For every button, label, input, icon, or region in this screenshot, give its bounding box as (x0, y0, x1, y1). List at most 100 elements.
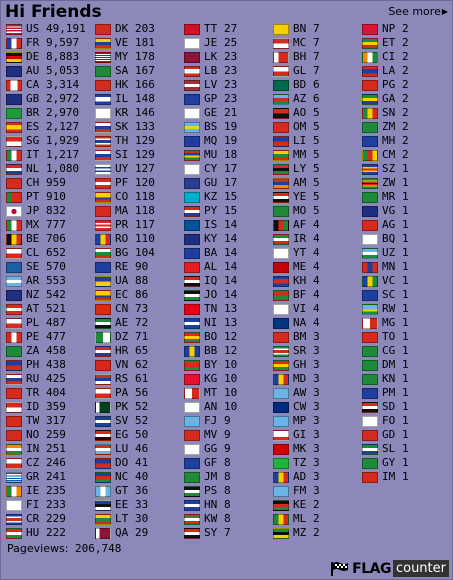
country-row-qa: QA 29 (95, 526, 155, 540)
country-row-cz: CZ 246 (6, 456, 86, 470)
country-row-mh: MH 2 (362, 134, 409, 148)
country-code: CW (293, 400, 307, 413)
country-row-bo: BO 12 (184, 330, 237, 344)
visit-count: 13 (224, 302, 238, 315)
visit-count: 14 (224, 260, 238, 273)
visit-count: 1,080 (46, 162, 80, 175)
country-row-sd: SD 1 (362, 400, 409, 414)
visit-count: 5 (313, 106, 320, 119)
country-row-pg: PG 2 (362, 78, 409, 92)
country-row-hu: HU 222 (6, 526, 86, 540)
country-code: AN (204, 400, 218, 413)
flag-uy-icon (95, 163, 111, 175)
country-row-gr: GR 241 (6, 470, 86, 484)
country-code: CO (115, 190, 129, 203)
flag-kn-icon (362, 373, 378, 385)
country-row-gf: GF 8 (184, 456, 237, 470)
flag-mp-icon (273, 415, 289, 427)
visit-count: 1 (402, 274, 409, 287)
flag-ve-icon (95, 37, 111, 49)
country-row-zm: ZM 2 (362, 120, 409, 134)
flag-bf-icon (273, 289, 289, 301)
country-row-ps: PS 8 (184, 484, 237, 498)
country-code: MC (293, 36, 307, 49)
flag-ly-icon (273, 163, 289, 175)
visit-count: 5 (313, 204, 320, 217)
country-row-cr: CR 229 (6, 512, 86, 526)
visit-count: 25 (224, 36, 238, 49)
country-code: AD (293, 470, 307, 483)
flag-bg-icon (95, 247, 111, 259)
flag-sg-icon (6, 135, 22, 147)
country-row-sc: SC 1 (362, 288, 409, 302)
flag-lt-icon (95, 513, 111, 525)
country-code: TN (204, 302, 218, 315)
visit-count: 2 (402, 50, 409, 63)
country-code: CL (26, 246, 40, 259)
flag-cn-icon (95, 303, 111, 315)
flag-fo-icon (362, 415, 378, 427)
flag-ee-icon (95, 499, 111, 511)
country-code: FM (293, 484, 307, 497)
country-row-aw: AW 3 (273, 386, 320, 400)
country-code: GP (204, 92, 218, 105)
country-code: BB (204, 344, 218, 357)
country-row-ba: BA 14 (184, 246, 237, 260)
country-code: PS (204, 484, 218, 497)
visit-count: 65 (135, 344, 149, 357)
flag-vc-icon (362, 275, 378, 287)
country-code: VI (293, 302, 307, 315)
flag-sr-icon (273, 345, 289, 357)
country-code: SK (115, 120, 129, 133)
country-row-bb: BB 12 (184, 344, 237, 358)
flag-es-icon (6, 121, 22, 133)
country-code: FR (26, 36, 40, 49)
visit-count: 477 (46, 330, 66, 343)
country-code: AF (293, 218, 307, 231)
flag-us-icon (6, 23, 22, 35)
country-row-it: IT 1,217 (6, 148, 86, 162)
flag-ye-icon (273, 191, 289, 203)
country-code: NI (204, 316, 218, 329)
country-code: AL (204, 260, 218, 273)
country-code: ZW (382, 176, 396, 189)
flag-re-icon (95, 261, 111, 273)
flag-mk-icon (273, 443, 289, 455)
country-code: LY (293, 162, 307, 175)
visit-count: 3 (313, 344, 320, 357)
flag-bb-icon (184, 345, 200, 357)
country-column-4: BN 7 MC 7 BH 7 GL 7 BD 6 AZ 6 AO 5 OM 5 LI 5 MM 5 LY 5 AM 5 YE 5 M… (273, 22, 320, 540)
country-row-ve: VE 181 (95, 36, 155, 50)
country-row-hn: HN 8 (184, 498, 237, 512)
flag-cw-icon (273, 401, 289, 413)
visit-count: 86 (135, 288, 149, 301)
flag-no-icon (6, 429, 22, 441)
visit-count: 1 (402, 246, 409, 259)
see-more-link[interactable]: See more▶ (388, 5, 448, 19)
visit-count: 52 (135, 400, 149, 413)
country-code: RO (115, 232, 129, 245)
visit-count: 1 (402, 470, 409, 483)
country-code: BE (26, 232, 40, 245)
country-row-nc: NC 40 (95, 470, 155, 484)
country-code: UZ (382, 246, 396, 259)
country-row-ag: AG 1 (362, 218, 409, 232)
visit-count: 18 (224, 148, 238, 161)
flag-tr-icon (6, 387, 22, 399)
flag-ar-icon (6, 275, 22, 287)
flag-am-icon (273, 177, 289, 189)
flag-br-icon (6, 107, 22, 119)
visit-count: 5,053 (46, 64, 80, 77)
flag-rw-icon (362, 303, 378, 315)
country-row-tz: TZ 3 (273, 456, 320, 470)
country-row-bn: BN 7 (273, 22, 320, 36)
flag-gy-icon (362, 457, 378, 469)
country-code: YE (293, 190, 307, 203)
visit-count: 1 (402, 204, 409, 217)
flag-sk-icon (95, 121, 111, 133)
flag-counter-brand[interactable]: FLAG counter (330, 560, 449, 577)
flag-my-icon (95, 51, 111, 63)
visit-count: 127 (135, 162, 155, 175)
flag-gd-icon (362, 429, 378, 441)
country-code: GG (204, 442, 218, 455)
